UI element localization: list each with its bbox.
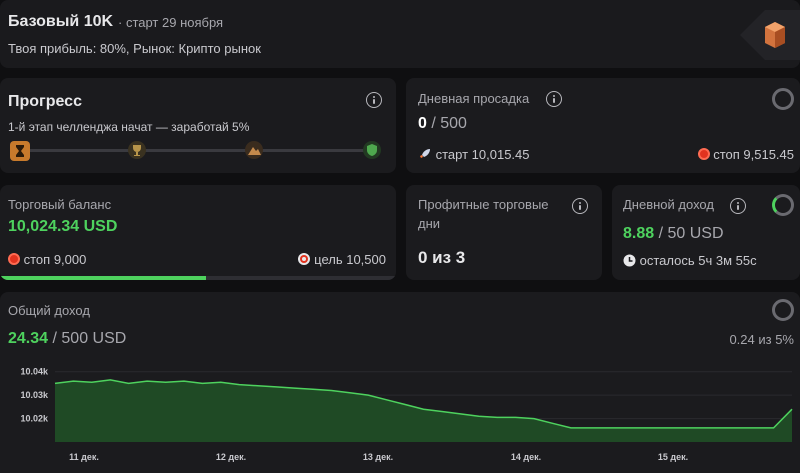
daily-income-title: Дневной доход [623,197,714,212]
progress-ring-icon [772,88,794,110]
balance-target: цель 10,500 [297,252,386,267]
info-icon[interactable] [730,198,746,214]
trophy-icon [133,145,141,156]
progress-card: Прогресс 1-й этап челленджа начат — зара… [0,78,396,173]
progress-title: Прогресс [8,93,82,110]
y-tick-label: 10.04k [20,367,49,377]
stop-icon [8,253,20,265]
drawdown-title: Дневная просадка [418,91,530,106]
step-trophy [128,141,146,159]
total-income-title: Общий доход [8,303,90,318]
clock-icon [623,254,636,267]
target-icon [297,253,310,265]
total-income-value: 24.34 / 500 USD [8,330,127,347]
progress-track [20,149,375,152]
profit-days-value: 0 из 3 [418,248,466,267]
income-line [54,379,793,429]
challenge-header: Базовый 10K · старт 29 ноября Твоя прибы… [0,0,800,68]
daily-income-value: 8.88 / 50 USD [623,225,724,242]
step-shield [363,141,381,159]
profit-days-title-line1: Профитные торговые [418,197,549,212]
income-area [55,379,792,442]
stop-icon [697,148,710,160]
x-tick-label: 15 дек. [658,452,688,462]
x-tick-label: 11 дек. [69,452,99,462]
balance-title: Торговый баланс [8,197,112,212]
balance-stop: стоп 9,000 [8,252,86,267]
time-remaining: осталось 5ч 3м 55с [623,253,757,268]
y-tick-label: 10.02k [20,414,49,424]
balance-progress-bar [0,276,396,280]
daily-income-card: Дневной доход 8.88 / 50 USD осталось 5ч … [612,185,800,280]
hourglass-icon [16,145,24,157]
progress-ring-icon [772,194,794,216]
info-icon[interactable] [546,91,562,107]
income-chart: 10.04k 10.03k 10.02k 11 дек. 12 дек. 13 дек. 1… [20,367,793,462]
challenge-subtitle: Твоя прибыль: 80%, Рынок: Крипто рынок [8,41,261,56]
mountain-icon [248,147,261,155]
step-hourglass [10,141,30,161]
y-tick-label: 10.03k [20,390,49,400]
drawdown-value: 0 / 500 [418,115,467,132]
trading-balance-card: Торговый баланс 10,024.34 USD стоп 9,000… [0,185,396,280]
balance-progress-fill [0,276,206,280]
x-tick-label: 12 дек. [216,452,246,462]
x-tick-label: 14 дек. [511,452,541,462]
x-tick-label: 13 дек. [363,452,393,462]
drawdown-stop: стоп 9,515.45 [697,147,794,162]
total-income-ratio: 0.24 из 5% [729,332,794,347]
total-income-card: Общий доход 24.34 / 500 USD 0.24 из 5% 1… [0,292,800,473]
profit-days-title-line2: дни [418,216,441,231]
info-icon[interactable] [572,198,588,214]
start-date: · старт 29 ноября [118,15,224,30]
rocket-icon [420,149,430,158]
progress-ring-icon [772,299,794,321]
balance-value: 10,024.34 USD [8,218,118,235]
challenge-title: Базовый 10K [8,13,114,30]
step-mountain [245,141,263,159]
shield-icon [367,144,377,156]
cube-badge-icon [740,10,800,60]
daily-drawdown-card: Дневная просадка 0 / 500 старт 10,015.45… [406,78,800,173]
drawdown-start: старт 10,015.45 [418,147,530,162]
info-icon[interactable] [366,92,382,108]
progress-description: 1-й этап челленджа начат — заработай 5% [8,120,250,134]
profit-days-card: Профитные торговые дни 0 из 3 [406,185,602,280]
